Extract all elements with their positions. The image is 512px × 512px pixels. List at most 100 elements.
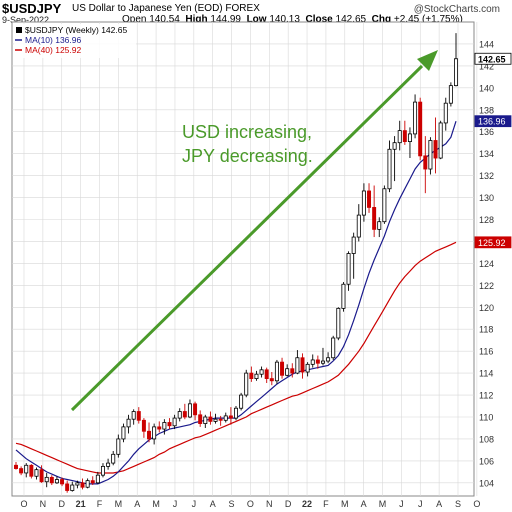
y-tick-label: 120 — [479, 303, 494, 313]
candle — [295, 350, 300, 375]
legend-label: $USDJPY (Weekly) 142.65 — [25, 25, 127, 35]
x-tick-label: M — [379, 499, 387, 509]
candle — [65, 480, 70, 493]
candle-body — [24, 464, 29, 474]
y-tick-label: 134 — [479, 149, 494, 159]
legend-label: MA(10) 136.96 — [25, 35, 81, 45]
candle — [187, 399, 192, 419]
x-tick-label: A — [134, 499, 140, 509]
candle-body — [218, 418, 223, 421]
candle — [54, 476, 59, 484]
candle-body — [65, 483, 70, 491]
candle — [443, 97, 448, 131]
trend-arrow — [70, 50, 438, 412]
candle — [49, 475, 54, 486]
candle — [182, 403, 187, 420]
candle-body — [29, 464, 34, 477]
candle-body — [208, 416, 213, 422]
candle — [320, 347, 325, 366]
candle-body — [85, 480, 90, 488]
candle-body — [336, 307, 341, 339]
candle-body — [19, 468, 24, 474]
candle-body — [418, 101, 423, 157]
candle-body — [367, 190, 372, 208]
candle — [208, 411, 213, 425]
candle — [147, 422, 152, 443]
candle — [418, 97, 423, 161]
close-value: 142.65 — [335, 14, 367, 25]
candle — [269, 372, 274, 386]
candle-body — [121, 426, 126, 440]
open-label: Open — [122, 14, 147, 25]
candle-body — [141, 419, 146, 432]
candle-body — [60, 479, 65, 485]
symbol-description: US Dollar to Japanese Yen (EOD) FOREX — [72, 3, 260, 14]
candle — [438, 120, 443, 160]
candle — [377, 217, 382, 238]
y-tick-label: 116 — [479, 347, 493, 357]
candle-body — [152, 426, 157, 440]
candle — [121, 423, 126, 443]
candle-body — [126, 418, 131, 428]
candle — [382, 185, 387, 224]
price-tag-label: 125.92 — [478, 238, 506, 248]
candle-body — [351, 236, 356, 254]
x-tick-label: J — [192, 499, 197, 509]
candle — [223, 412, 228, 423]
candle-body — [157, 426, 162, 430]
candle — [177, 408, 182, 422]
candle-body — [454, 58, 458, 87]
candle — [367, 183, 372, 213]
candle-body — [402, 130, 407, 142]
candle — [372, 185, 377, 238]
candle-body — [295, 357, 300, 374]
candle-body — [193, 403, 198, 416]
ma40-line — [15, 241, 457, 474]
candle — [428, 137, 433, 175]
candle-body — [39, 469, 44, 483]
candle — [448, 82, 453, 107]
candle — [310, 354, 315, 368]
legend-background — [14, 24, 136, 58]
candle-body — [182, 411, 187, 418]
candle-series — [14, 33, 458, 493]
legend-swatch — [16, 27, 22, 33]
candle-body — [147, 430, 152, 440]
candle — [402, 120, 407, 145]
candle-body — [443, 102, 448, 124]
candle-body — [234, 407, 238, 419]
candle — [24, 463, 29, 478]
candle-body — [254, 373, 259, 379]
x-tick-label: S — [229, 499, 235, 509]
candle — [280, 357, 285, 379]
candle — [152, 423, 157, 445]
candle-body — [244, 372, 249, 396]
y-tick-label: 122 — [479, 281, 494, 291]
x-tick-label: 21 — [76, 499, 86, 509]
candle-body — [80, 482, 85, 488]
candle-body — [167, 422, 172, 427]
candle — [218, 415, 223, 426]
x-tick-label: A — [361, 499, 367, 509]
candle — [305, 362, 310, 377]
candle-body — [106, 462, 111, 467]
candle-body — [280, 361, 285, 376]
x-tick-label: N — [266, 499, 273, 509]
x-tick-label: O — [247, 499, 254, 509]
candle — [264, 367, 269, 383]
candle — [392, 136, 397, 182]
y-tick-label: 132 — [479, 171, 494, 181]
candle — [85, 478, 90, 489]
annotation: USD increasing, JPY decreasing. — [182, 122, 313, 166]
candle — [44, 472, 49, 488]
candle-body — [75, 482, 80, 486]
candle — [244, 369, 249, 398]
candle — [234, 406, 238, 421]
candle-body — [331, 337, 336, 359]
price-tag-box — [474, 115, 512, 128]
candle — [361, 183, 366, 222]
x-tick-label: D — [58, 499, 65, 509]
y-tick-label: 130 — [479, 193, 494, 203]
x-tick-label: F — [323, 499, 329, 509]
low-label: Low — [246, 14, 267, 25]
